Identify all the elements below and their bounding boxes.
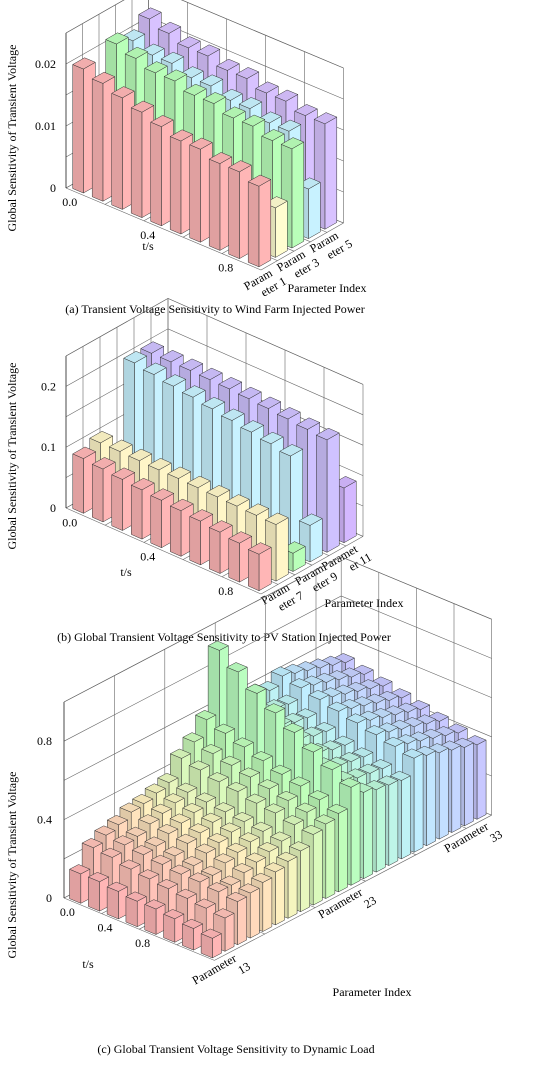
t-tick-label: 0.4 <box>140 550 155 564</box>
z-tick-label: 0 <box>50 501 56 515</box>
bar <box>414 745 437 847</box>
t-tick-label: 0.8 <box>135 936 150 950</box>
bar <box>247 174 272 268</box>
param-tick-label: Parameter13 <box>190 947 253 1000</box>
t-tick-label: 0.8 <box>218 584 233 598</box>
t-tick-label: 0.0 <box>62 195 77 209</box>
bar <box>200 928 223 959</box>
bars <box>72 341 357 592</box>
t-tick-label: 0.4 <box>98 921 113 935</box>
bar <box>150 115 174 227</box>
z-tick-label: 0 <box>46 891 52 905</box>
bar <box>72 57 96 194</box>
bar <box>87 872 110 912</box>
bar <box>189 137 213 243</box>
bar <box>208 152 233 251</box>
chart-caption: (c) Global Transient Voltage Sensitivity… <box>97 1042 374 1056</box>
bar <box>111 86 135 210</box>
bar <box>68 864 91 904</box>
chart-caption: (b) Global Transient Voltage Sensitivity… <box>57 630 391 644</box>
t-tick-label: 0.0 <box>62 515 77 529</box>
bar <box>130 100 155 219</box>
t-axis-title: t/s <box>82 957 94 971</box>
chart-caption: (a) Transient Voltage Sensitivity to Win… <box>65 302 365 316</box>
z-tick-label: 0.01 <box>35 119 56 133</box>
t-tick-label: 0.8 <box>218 261 233 275</box>
grid-line <box>65 0 344 69</box>
param-axis-title: Parameter Index <box>333 985 412 999</box>
bar <box>106 881 129 920</box>
z-tick-label: 0.8 <box>37 734 52 748</box>
param-axis-title: Parameter Index <box>288 281 367 295</box>
t-tick-label: 0.0 <box>60 905 75 919</box>
z-axis-title: Global Sensitivity of Transient Voltage <box>5 363 19 550</box>
param-axis-title: Parameter Index <box>325 596 404 610</box>
grid-line <box>65 187 262 271</box>
z-tick-label: 0.02 <box>35 57 56 71</box>
grid-line <box>65 507 262 595</box>
z-axis-title: Global Sensitivity of Transient Voltage <box>5 45 19 232</box>
t-tick-label: 0.4 <box>140 228 155 242</box>
bar <box>169 129 194 235</box>
bar <box>228 531 253 583</box>
bar <box>125 891 147 928</box>
z-tick-label: 0 <box>50 181 56 195</box>
z-tick-label: 0.4 <box>37 813 52 827</box>
bar <box>162 909 185 943</box>
bar <box>91 71 116 202</box>
chart-panel-3: 00.40.80.00.40.8Parameter13Parameter23Pa… <box>5 556 505 1056</box>
bar <box>169 498 194 557</box>
bar <box>181 918 204 951</box>
z-tick-label: 0.1 <box>41 440 56 454</box>
grid-line <box>214 814 492 961</box>
grid-line <box>260 222 344 271</box>
bars <box>68 640 487 959</box>
grid-line <box>63 897 215 961</box>
bar <box>313 112 338 230</box>
z-tick-label: 0.2 <box>41 379 56 393</box>
bars <box>72 7 338 268</box>
t-axis-title: t/s <box>120 565 132 579</box>
bar <box>247 542 272 592</box>
t-axis-title: t/s <box>142 239 154 253</box>
bar <box>144 899 166 935</box>
bar <box>228 160 252 260</box>
z-axis-title: Global Sensitivity of Transient Voltage <box>5 772 19 959</box>
